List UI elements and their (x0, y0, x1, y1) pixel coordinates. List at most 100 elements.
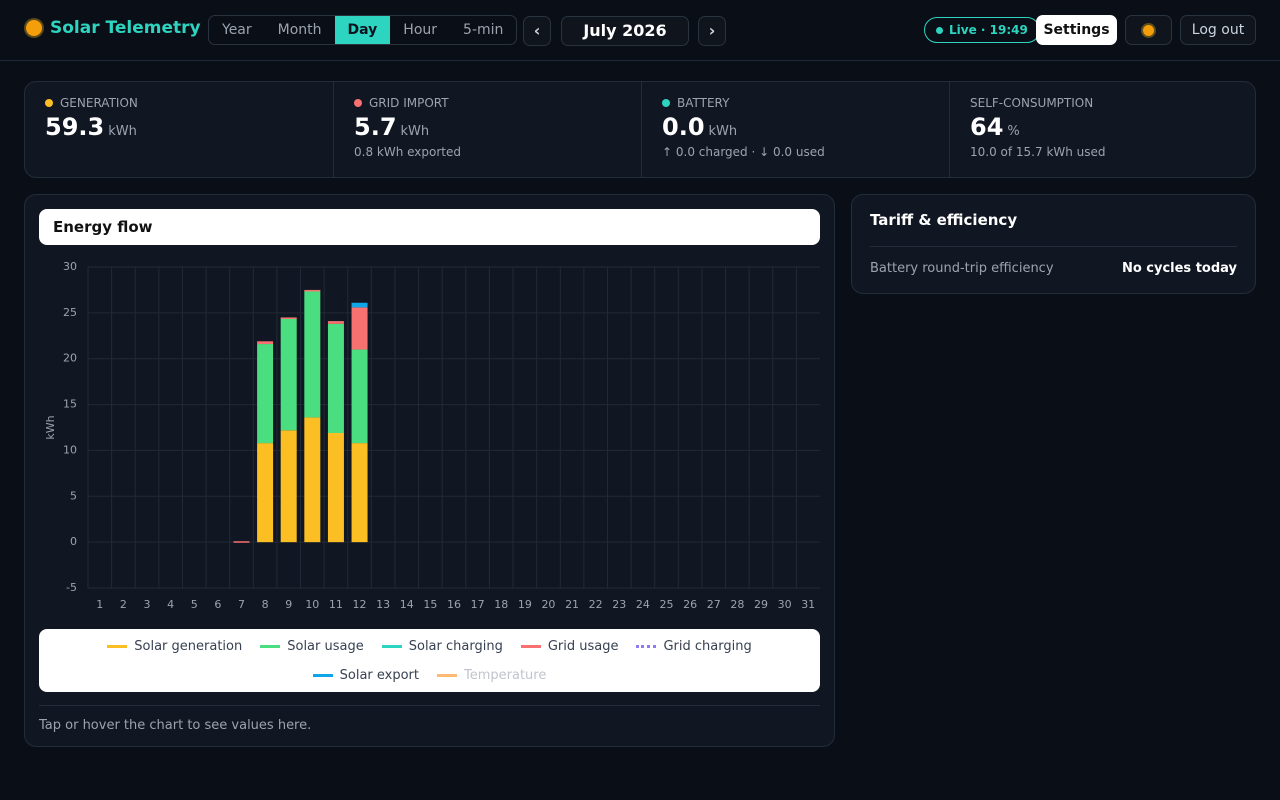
stat-value-row: 59.3 kWh (45, 113, 313, 141)
legend-swatch (636, 644, 657, 648)
stat-label: BATTERY (677, 96, 730, 110)
legend-swatch (260, 644, 281, 648)
stat-dot (662, 99, 670, 107)
y-tick-label: 30 (63, 260, 77, 273)
stat-unit: kWh (400, 124, 430, 139)
legend-swatch (520, 644, 541, 648)
stat-unit: kWh (108, 124, 137, 139)
logo (26, 20, 42, 36)
period-option[interactable]: Day (334, 16, 391, 44)
stat-note: 10.0 of 15.7 kWh used (970, 145, 1106, 159)
tariff-row-label: Battery round-trip efficiency (870, 261, 1054, 276)
legend-label: Solar generation (134, 638, 243, 654)
stat-value-row: 0.0 kWh (662, 113, 929, 141)
stat: GRID IMPORT 5.7 kWh 0.8 kWh exported (333, 82, 641, 178)
stat-note: 0.8 kWh exported (354, 145, 462, 159)
legend-item[interactable]: Solar usage (260, 639, 364, 654)
x-tick-label: 21 (565, 598, 579, 611)
legend-item[interactable]: Grid charging (636, 638, 752, 654)
bar-segment (327, 433, 344, 543)
legend-item[interactable]: Solar charging (381, 638, 503, 654)
period-option[interactable]: Year (222, 22, 252, 38)
x-tick-label: 15 (423, 598, 437, 611)
stat-value-row: 5.7 kWh (354, 113, 621, 141)
next-button[interactable]: › (698, 16, 726, 46)
logout-button[interactable]: Log out (1180, 15, 1256, 45)
x-tick-label: 6 (214, 598, 221, 611)
stat-label: GENERATION (60, 96, 138, 110)
x-tick-label: 23 (612, 598, 626, 611)
bar-segment (351, 302, 368, 308)
x-tick-label: 20 (541, 598, 555, 611)
legend-item[interactable]: Solar generation (107, 639, 242, 654)
legend-label: Temperature (464, 667, 547, 683)
tariff-row-value: No cycles today (1121, 261, 1237, 276)
legend-label: Solar export (339, 667, 419, 683)
bar-segment (280, 318, 297, 431)
legend-label: Grid usage (547, 638, 619, 654)
x-tick-label: 26 (683, 598, 697, 611)
bar-segment (304, 289, 321, 292)
bar-segment (257, 344, 274, 444)
bar-segment (257, 341, 274, 345)
legend-swatch (312, 673, 333, 677)
stat-dot (45, 99, 53, 107)
tariff-title: Tariff & efficiency (870, 211, 1018, 229)
divider (870, 246, 1237, 247)
y-axis-label: kWh (44, 415, 57, 439)
x-tick-label: 10 (305, 598, 319, 611)
period-option[interactable]: Hour (403, 22, 438, 38)
x-tick-label: 22 (589, 598, 603, 611)
bar-segment (233, 541, 250, 543)
legend-swatch (381, 644, 402, 648)
chart-title: Energy flow (39, 209, 820, 245)
y-tick-label: 20 (63, 352, 77, 365)
legend-item[interactable]: Grid usage (520, 638, 619, 654)
x-tick-label: 30 (778, 598, 792, 611)
stats-card: GENERATION 59.3 kWh GRID IMPORT 5.7 kWh 0.8 kW… (24, 81, 1256, 178)
legend-swatch (107, 644, 128, 648)
x-tick-label: 7 (238, 598, 245, 611)
brand[interactable]: Solar Telemetry (26, 18, 201, 38)
x-tick-label: 17 (471, 598, 485, 611)
legend-item[interactable]: Temperature (437, 668, 546, 683)
x-tick-label: 31 (801, 598, 815, 611)
bar-segment (351, 443, 368, 543)
legend-label: Grid charging (663, 638, 752, 654)
legend-label: Solar charging (408, 638, 503, 654)
x-tick-label: 12 (353, 598, 367, 611)
x-tick-label: 16 (447, 598, 461, 611)
x-tick-label: 8 (262, 598, 269, 611)
live-badge: Live · 19:49 (924, 17, 1040, 43)
legend-swatch (437, 673, 457, 677)
period-option[interactable]: 5-min (463, 22, 504, 38)
stat-note: ↑ 0.0 charged · ↓ 0.0 used (662, 145, 825, 159)
y-tick-label: 5 (70, 489, 77, 502)
stat-label-row: SELF-CONSUMPTION (970, 96, 1237, 110)
legend-item[interactable]: Solar export (312, 667, 419, 683)
legend-label: Solar usage (287, 638, 364, 654)
y-tick-label: 25 (63, 306, 77, 319)
tariff-card (851, 194, 1256, 294)
x-tick-label: 29 (754, 598, 768, 611)
x-tick-label: 5 (191, 598, 198, 611)
x-tick-label: 11 (329, 598, 343, 611)
bar-segment (351, 307, 368, 350)
theme-button[interactable] (1125, 15, 1172, 45)
legend: Solar generation Solar usage Solar chargin… (39, 629, 820, 692)
stat-label: GRID IMPORT (369, 96, 449, 110)
stat-label-row: GENERATION (45, 96, 313, 110)
period-option[interactable]: Month (277, 22, 322, 38)
y-tick-label: 15 (63, 398, 77, 411)
x-tick-label: 28 (730, 598, 744, 611)
prev-button[interactable]: ‹ (523, 16, 551, 46)
header (0, 0, 1280, 61)
bar-segment (327, 323, 344, 434)
y-tick-label: 0 (70, 535, 77, 548)
date[interactable]: July 2026 (561, 16, 689, 46)
x-tick-label: 1 (96, 598, 103, 611)
settings-button[interactable]: Settings (1036, 15, 1117, 45)
x-tick-label: 13 (376, 598, 390, 611)
